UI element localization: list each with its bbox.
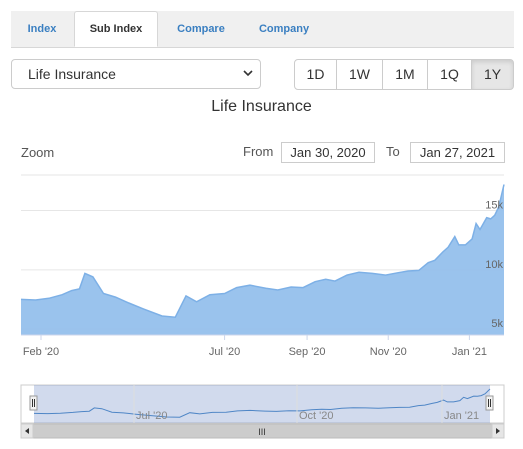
sub-index-select[interactable]: Life Insurance xyxy=(11,59,261,89)
nav-tick-label: Oct '20 xyxy=(299,410,334,422)
range-1y-button[interactable]: 1Y xyxy=(471,59,514,90)
scroll-right-arrow[interactable] xyxy=(491,423,505,439)
range-1q-button[interactable]: 1Q xyxy=(427,59,472,90)
to-label: To xyxy=(386,144,400,159)
chart-title: Life Insurance xyxy=(211,98,312,115)
navigator-series xyxy=(33,388,491,418)
tab-bar: Index Sub Index Compare Company xyxy=(11,11,514,48)
nav-tick-label: Jan '21 xyxy=(444,410,479,422)
range-1m-button[interactable]: 1M xyxy=(382,59,428,90)
navigator-mask[interactable] xyxy=(34,385,490,423)
chevron-down-icon xyxy=(242,60,254,97)
nav-tick-label: Jul '20 xyxy=(136,410,167,422)
range-1d-button[interactable]: 1D xyxy=(294,59,337,90)
scrollbar-grip-icon: III xyxy=(258,427,266,437)
sub-index-select-value: Life Insurance xyxy=(28,66,116,82)
from-label: From xyxy=(243,144,274,159)
navigator-left-handle[interactable] xyxy=(29,395,38,411)
zoom-label: Zoom xyxy=(21,145,55,160)
range-1w-button[interactable]: 1W xyxy=(336,59,383,90)
tab-index[interactable]: Index xyxy=(27,23,57,35)
to-date-input[interactable]: Jan 27, 2021 xyxy=(410,142,505,163)
scroll-left-arrow[interactable] xyxy=(20,423,34,439)
tab-company[interactable]: Company xyxy=(258,23,310,35)
from-date-input[interactable]: Jan 30, 2020 xyxy=(281,142,375,163)
navigator-frame xyxy=(20,384,505,424)
tab-compare[interactable]: Compare xyxy=(177,23,225,35)
navigator-right-handle[interactable] xyxy=(485,395,494,411)
tab-sub-index[interactable]: Sub Index xyxy=(74,11,158,47)
